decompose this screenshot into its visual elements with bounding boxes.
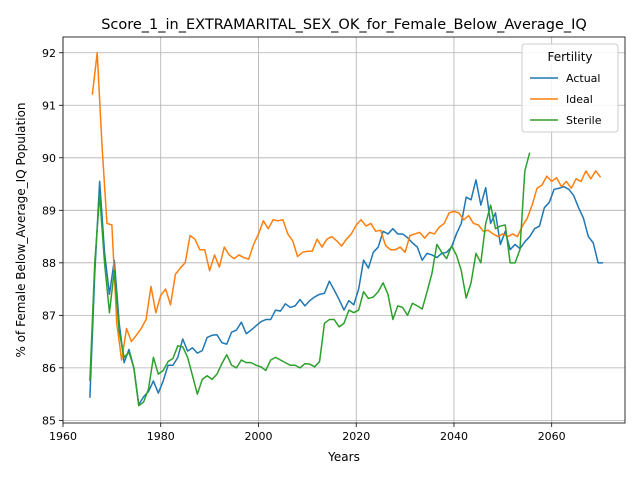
y-tick-label: 89 [42, 204, 56, 217]
y-tick-label: 87 [42, 309, 56, 322]
legend: Fertility Actual Ideal Sterile [522, 44, 618, 132]
legend-label-actual: Actual [566, 72, 600, 85]
x-tick-label: 1980 [147, 430, 175, 443]
legend-title: Fertility [547, 50, 592, 64]
x-tick-label: 2040 [440, 430, 468, 443]
y-tick-label: 88 [42, 257, 56, 270]
y-tick-label: 90 [42, 152, 56, 165]
x-tick-label: 2060 [538, 430, 566, 443]
x-tick-label: 2020 [342, 430, 370, 443]
chart-title: Score_1_in_EXTRAMARITAL_SEX_OK_for_Femal… [101, 17, 587, 33]
legend-label-ideal: Ideal [566, 93, 593, 106]
y-tick-label: 85 [42, 414, 56, 427]
y-tick-label: 91 [42, 99, 56, 112]
legend-label-sterile: Sterile [566, 114, 602, 127]
x-axis-label: Years [327, 450, 360, 464]
y-tick-label: 86 [42, 362, 56, 375]
x-tick-label: 1960 [49, 430, 77, 443]
y-axis-label: % of Female Below_Average_IQ Population [14, 102, 28, 357]
x-tick-label: 2000 [244, 430, 272, 443]
y-tick-label: 92 [42, 47, 56, 60]
